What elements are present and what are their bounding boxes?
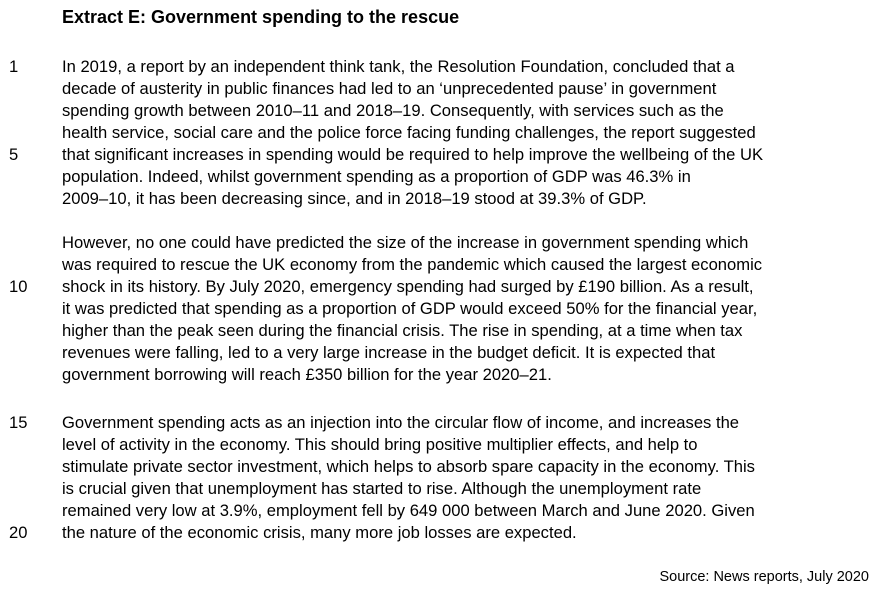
text-line: level of activity in the economy. This s… <box>62 435 698 454</box>
source-attribution: Source: News reports, July 2020 <box>659 569 869 585</box>
text-line: decade of austerity in public finances h… <box>62 79 717 98</box>
text-line: that significant increases in spending w… <box>62 145 764 164</box>
text-line: higher than the peak seen during the fin… <box>62 321 743 340</box>
text-line: revenues were falling, led to a very lar… <box>62 343 716 362</box>
text-line: In 2019, a report by an independent thin… <box>62 57 735 76</box>
text-line: government borrowing will reach £350 bil… <box>62 365 552 384</box>
text-line: shock in its history. By July 2020, emer… <box>62 277 754 296</box>
line-number-10: 10 <box>9 277 28 296</box>
line-number-1: 1 <box>9 57 19 76</box>
text-line: it was predicted that spending as a prop… <box>62 299 758 318</box>
text-line: spending growth between 2010–11 and 2018… <box>62 101 724 120</box>
text-line: was required to rescue the UK economy fr… <box>62 255 763 274</box>
text-line: is crucial given that unemployment has s… <box>62 479 702 498</box>
line-number-15: 15 <box>9 413 28 432</box>
text-line: the nature of the economic crisis, many … <box>62 523 577 542</box>
extract-title: Extract E: Government spending to the re… <box>62 7 460 27</box>
line-number-5: 5 <box>9 145 19 164</box>
text-line: stimulate private sector investment, whi… <box>62 457 755 476</box>
text-line: health service, social care and the poli… <box>62 123 756 142</box>
text-line: Government spending acts as an injection… <box>62 413 740 432</box>
text-line: population. Indeed, whilst government sp… <box>62 167 691 186</box>
text-line: However, no one could have predicted the… <box>62 233 749 252</box>
text-line: remained very low at 3.9%, employment fe… <box>62 501 755 520</box>
line-number-20: 20 <box>9 523 28 542</box>
text-line: 2009–10, it has been decreasing since, a… <box>62 189 647 208</box>
